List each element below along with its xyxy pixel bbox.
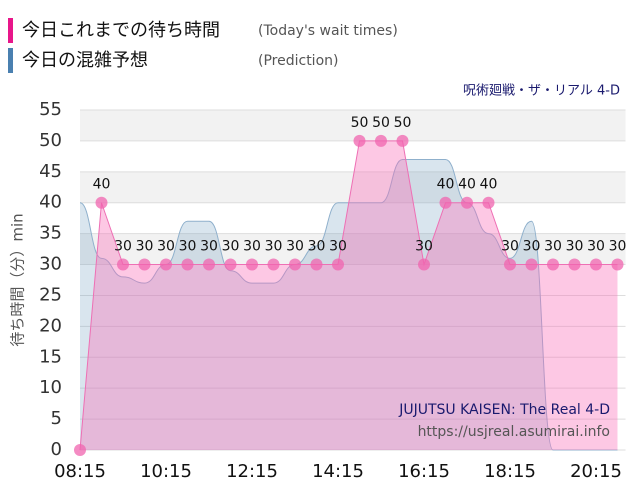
grid-band — [80, 233, 626, 265]
data-label: 40 — [458, 177, 476, 193]
data-point — [74, 444, 86, 456]
data-point — [181, 258, 194, 271]
data-label: 30 — [609, 239, 627, 255]
y-axis-label: 待ち時間（分）min — [9, 213, 27, 346]
legend-swatch — [8, 18, 13, 43]
legend-note: (Prediction) — [258, 53, 338, 69]
legend-label: 今日の混雑予想 — [22, 50, 148, 71]
data-label: 40 — [480, 177, 498, 193]
data-point — [267, 258, 280, 271]
data-label: 30 — [566, 239, 584, 255]
data-point — [310, 258, 323, 271]
data-label: 30 — [179, 239, 197, 255]
data-label: 30 — [544, 239, 562, 255]
data-point — [611, 258, 624, 271]
data-point — [138, 258, 151, 271]
data-label: 30 — [157, 239, 175, 255]
data-point — [160, 258, 172, 271]
data-label: 30 — [243, 239, 261, 255]
legend-swatch — [8, 48, 13, 73]
y-tick-label: 20 — [39, 315, 62, 336]
data-label: 30 — [523, 239, 541, 255]
y-tick-label: 45 — [39, 161, 62, 182]
series-line — [79, 158, 618, 451]
data-point — [353, 134, 366, 147]
data-point — [418, 258, 430, 271]
grid-band — [80, 110, 626, 141]
y-tick-label: 55 — [39, 99, 62, 120]
data-label: 30 — [136, 239, 154, 255]
data-point — [95, 196, 108, 209]
y-tick-label: 25 — [39, 284, 62, 305]
data-point — [224, 258, 237, 271]
data-label: 50 — [351, 115, 369, 131]
y-tick-label: 15 — [39, 346, 62, 367]
data-label: 50 — [372, 115, 390, 131]
legend-note: (Today's wait times) — [258, 23, 398, 39]
data-point — [482, 196, 495, 209]
series-area — [80, 159, 618, 451]
y-tick-label: 5 — [51, 408, 62, 429]
x-tick-label: 18:15 — [484, 461, 536, 482]
data-point — [439, 196, 452, 209]
data-point — [547, 258, 559, 271]
y-tick-label: 10 — [39, 377, 62, 398]
data-point — [117, 258, 129, 271]
data-label: 40 — [93, 177, 111, 193]
plot: 0 5 10 15 20 25 30 35 40 45 50 55 08:15 10:15 12:15 14:… — [39, 99, 626, 482]
data-point — [525, 258, 538, 271]
y-tick-label: 30 — [39, 254, 62, 275]
data-label: 30 — [587, 239, 605, 255]
data-label: 30 — [286, 239, 304, 255]
data-point — [504, 258, 516, 271]
legend-label: 今日これまでの待ち時間 — [22, 20, 220, 41]
data-label: 40 — [437, 177, 455, 193]
y-tick-label: 50 — [39, 130, 62, 151]
watermark: https://usjreal.asumirai.info — [418, 424, 610, 440]
watermark: JUJUTSU KAISEN: The Real 4-D — [398, 402, 610, 418]
series-area — [80, 140, 618, 450]
x-tick-label: 14:15 — [312, 461, 364, 482]
data-label: 50 — [394, 115, 412, 131]
data-point — [568, 258, 581, 271]
x-tick-label: 10:15 — [140, 461, 192, 482]
x-tick-label: 08:15 — [54, 461, 106, 482]
y-tick-label: 40 — [39, 192, 62, 213]
data-point — [590, 258, 602, 271]
data-label: 30 — [329, 239, 347, 255]
x-tick-label: 12:15 — [226, 461, 278, 482]
data-point — [332, 258, 344, 271]
data-point — [246, 258, 258, 271]
y-tick-label: 35 — [39, 223, 62, 244]
data-point — [289, 258, 301, 271]
data-point — [203, 258, 215, 271]
data-point — [375, 134, 387, 147]
data-label: 30 — [308, 239, 326, 255]
x-tick-label: 16:15 — [398, 461, 450, 482]
y-tick-label: 0 — [51, 439, 62, 460]
data-point — [461, 196, 473, 209]
data-label: 30 — [114, 239, 132, 255]
data-point — [396, 134, 409, 147]
subtitle: 呪術廻戦・ザ・リアル 4-D — [463, 84, 620, 99]
data-label: 30 — [222, 239, 240, 255]
x-tick-label: 20:15 — [570, 461, 622, 482]
data-label: 30 — [501, 239, 519, 255]
data-label: 30 — [265, 239, 283, 255]
data-label: 30 — [200, 239, 218, 255]
data-label: 30 — [415, 239, 433, 255]
